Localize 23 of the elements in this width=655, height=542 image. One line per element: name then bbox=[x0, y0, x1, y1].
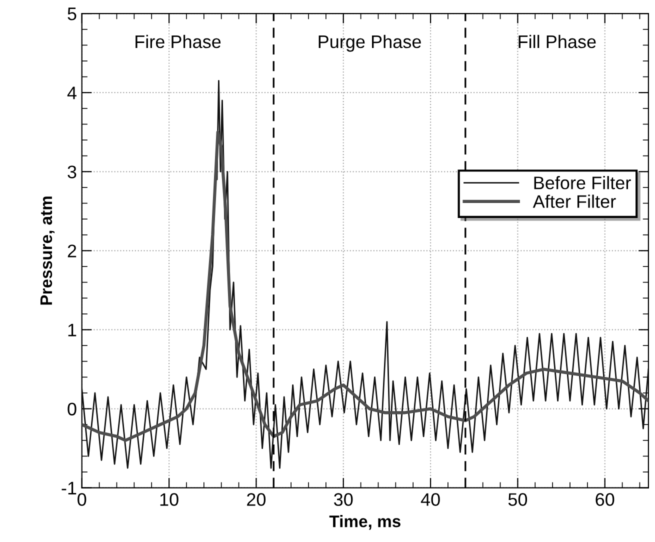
y-tick-label: 4 bbox=[67, 86, 76, 100]
x-tick-label: 60 bbox=[596, 493, 614, 506]
line-series bbox=[82, 130, 648, 442]
y-tick-label: 1 bbox=[68, 324, 76, 336]
y-tick-label: 5 bbox=[68, 8, 76, 20]
x-tick-label: 30 bbox=[334, 493, 353, 506]
y-axis-title: Pressure, atm bbox=[40, 196, 55, 305]
y-tick-label: 0 bbox=[68, 402, 76, 416]
x-tick-label: 40 bbox=[420, 493, 440, 506]
legend-label: Before Filter bbox=[534, 176, 631, 190]
annotation: Purge Phase bbox=[318, 34, 421, 52]
x-axis-title: Time, ms bbox=[329, 515, 400, 530]
x-tick-label: 50 bbox=[508, 493, 528, 506]
y-tick-label: 3 bbox=[68, 166, 76, 178]
y-tick-label: -1 bbox=[62, 482, 76, 494]
annotation: Fire Phase bbox=[136, 34, 221, 48]
y-tick-label: 2 bbox=[68, 244, 76, 258]
annotation: Fill Phase bbox=[518, 34, 596, 48]
x-tick-label: 20 bbox=[247, 493, 266, 506]
x-tick-label: 10 bbox=[160, 493, 178, 506]
legend-label: After Filter bbox=[532, 194, 616, 208]
line-series bbox=[82, 80, 648, 469]
x-tick-label: 0 bbox=[78, 493, 86, 506]
